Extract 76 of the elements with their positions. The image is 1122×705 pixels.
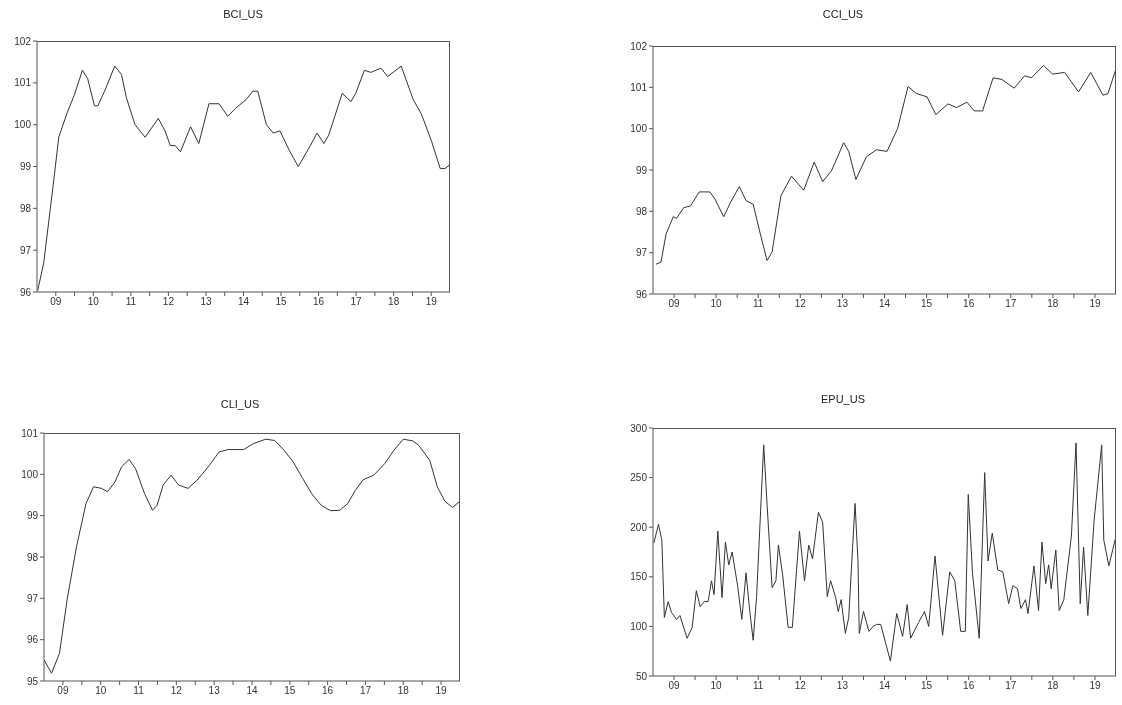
y-tick-label: 96 xyxy=(19,286,32,298)
y-tick-label: 96 xyxy=(26,634,39,646)
x-tick-label: 10 xyxy=(710,298,723,310)
x-tick-label: 12 xyxy=(162,296,175,308)
x-tick-label: 18 xyxy=(1047,680,1059,692)
x-tick-label: 17 xyxy=(359,685,372,697)
x-tick-label: 16 xyxy=(313,296,325,308)
x-tick-label: 15 xyxy=(921,298,933,310)
x-tick-label: 17 xyxy=(1005,680,1017,692)
x-tick-label: 13 xyxy=(836,298,849,310)
chart-title: CLI_US xyxy=(219,398,261,410)
chart-title: BCI_US xyxy=(222,8,264,20)
x-tick-label: 16 xyxy=(963,680,975,692)
y-tick-label: 96 xyxy=(635,288,648,300)
x-tick-label: 17 xyxy=(350,296,363,308)
y-tick-label: 99 xyxy=(26,510,39,522)
x-tick-label: 19 xyxy=(435,685,448,697)
x-tick-label: 19 xyxy=(1089,298,1101,310)
x-tick-label: 18 xyxy=(397,685,410,697)
y-tick-label: 101 xyxy=(21,427,39,439)
x-tick-label: 11 xyxy=(125,296,137,308)
x-tick-label: 14 xyxy=(237,296,250,308)
x-tick-label: 15 xyxy=(284,685,296,697)
y-tick-label: 100 xyxy=(630,123,648,135)
x-tick-label: 14 xyxy=(878,298,891,310)
x-tick-label: 11 xyxy=(753,298,764,310)
x-tick-label: 12 xyxy=(794,680,807,692)
x-tick-label: 16 xyxy=(963,298,975,310)
y-tick-label: 101 xyxy=(14,77,32,89)
x-tick-label: 10 xyxy=(710,680,723,692)
y-tick-label: 200 xyxy=(630,521,648,533)
x-tick-label: 11 xyxy=(133,685,145,697)
x-tick-label: 13 xyxy=(836,680,849,692)
y-tick-label: 100 xyxy=(630,620,648,632)
y-tick-label: 100 xyxy=(14,119,32,131)
chart-title: CCI_US xyxy=(821,8,865,20)
x-tick-label: 16 xyxy=(322,685,334,697)
x-tick-label: 10 xyxy=(95,685,107,697)
x-tick-label: 15 xyxy=(275,296,288,308)
x-tick-label: 13 xyxy=(200,296,212,308)
x-tick-label: 09 xyxy=(668,680,681,692)
y-tick-label: 100 xyxy=(21,468,39,480)
x-tick-label: 19 xyxy=(1089,680,1101,692)
x-tick-label: 17 xyxy=(1005,298,1017,310)
y-tick-label: 102 xyxy=(630,40,648,52)
y-tick-label: 98 xyxy=(26,551,39,563)
x-tick-label: 12 xyxy=(794,298,807,310)
x-tick-label: 09 xyxy=(57,685,69,697)
y-tick-label: 98 xyxy=(19,202,32,214)
x-tick-label: 13 xyxy=(208,685,221,697)
x-tick-label: 09 xyxy=(668,298,681,310)
y-tick-label: 50 xyxy=(635,670,648,682)
y-tick-label: 150 xyxy=(630,571,648,583)
y-tick-label: 300 xyxy=(630,422,648,434)
x-tick-label: 18 xyxy=(1047,298,1059,310)
x-tick-label: 11 xyxy=(753,680,764,692)
x-tick-label: 14 xyxy=(246,685,258,697)
y-tick-label: 97 xyxy=(19,244,32,256)
x-tick-label: 15 xyxy=(921,680,933,692)
y-tick-label: 97 xyxy=(26,592,39,604)
y-tick-label: 98 xyxy=(635,205,648,217)
y-tick-label: 102 xyxy=(14,35,32,47)
chart-title: EPU_US xyxy=(820,393,866,405)
x-tick-label: 12 xyxy=(170,685,183,697)
y-tick-label: 101 xyxy=(630,81,648,93)
y-tick-label: 99 xyxy=(19,161,32,173)
line-series xyxy=(655,64,1116,265)
x-tick-label: 18 xyxy=(388,296,400,308)
x-tick-label: 14 xyxy=(878,680,891,692)
y-tick-label: 99 xyxy=(635,164,648,176)
x-tick-label: 19 xyxy=(425,296,438,308)
x-tick-label: 09 xyxy=(50,296,62,308)
x-tick-label: 10 xyxy=(87,296,100,308)
y-tick-label: 97 xyxy=(635,247,648,259)
y-tick-label: 95 xyxy=(26,675,39,687)
y-tick-label: 250 xyxy=(630,472,648,484)
